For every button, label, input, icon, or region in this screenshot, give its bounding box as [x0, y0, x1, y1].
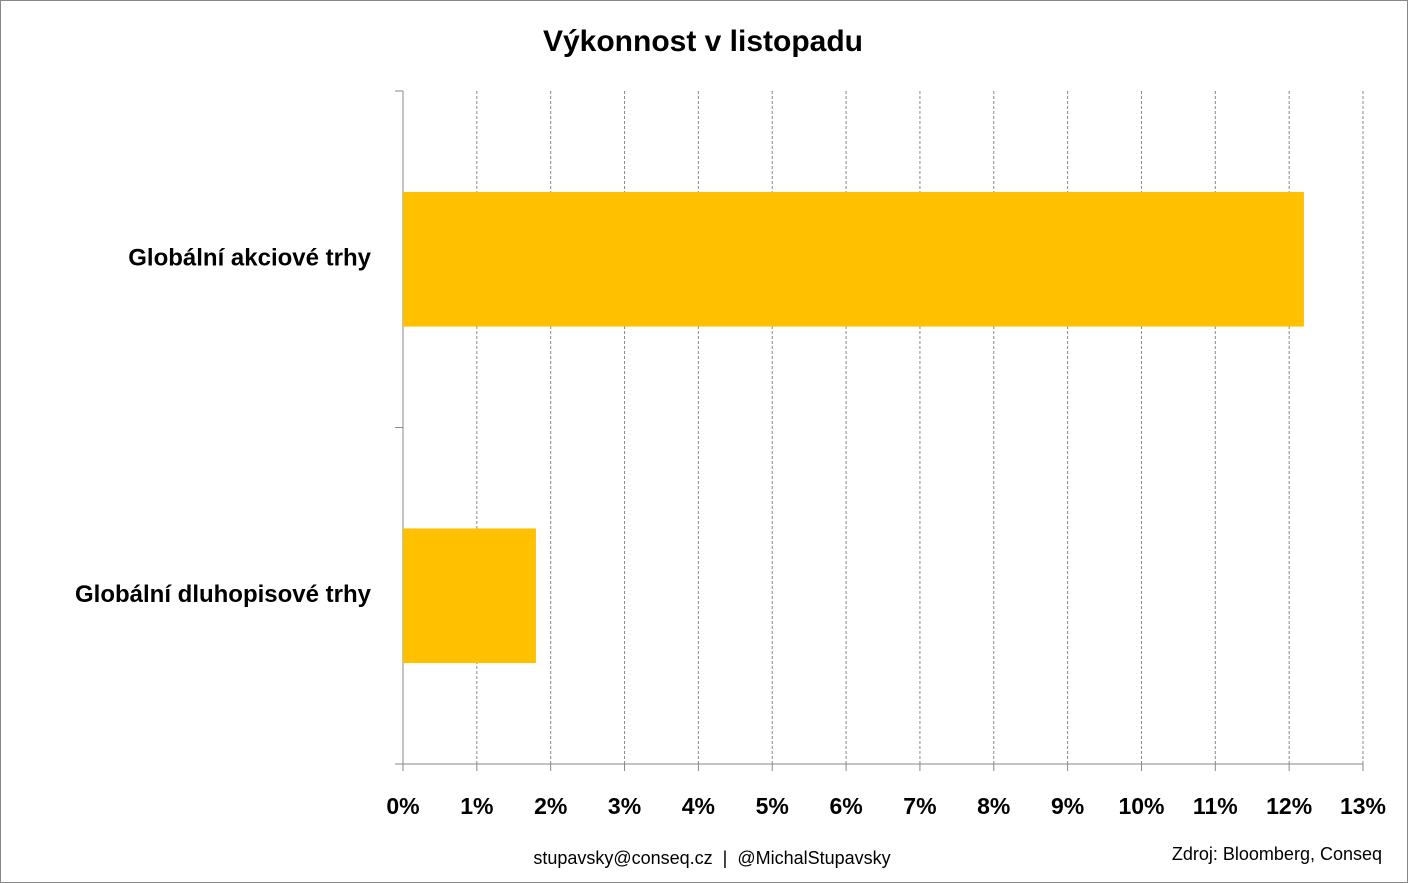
x-tick-label: 2%	[534, 793, 567, 819]
x-tick-label: 11%	[1193, 793, 1238, 819]
bar	[403, 528, 536, 664]
x-tick-label: 5%	[756, 793, 789, 819]
footer: stupavsky@conseq.cz | @MichalStupavsky	[533, 848, 890, 868]
source: Zdroj: Bloomberg, Conseq	[1172, 844, 1382, 864]
y-tick-label: Globální akciové trhy	[128, 245, 371, 272]
x-tick-label: 8%	[977, 793, 1010, 819]
x-tick-label: 10%	[1118, 793, 1164, 819]
x-tick-label: 6%	[829, 793, 862, 819]
x-tick-label: 12%	[1266, 793, 1312, 819]
bar	[403, 191, 1304, 327]
x-tick-label: 9%	[1051, 793, 1084, 819]
y-tick-label: Globální dluhopisové trhy	[75, 581, 372, 608]
x-tick-label: 7%	[903, 793, 936, 819]
x-tick-label: 13%	[1340, 793, 1386, 819]
x-tick-label: 1%	[460, 793, 493, 819]
x-tick-label: 0%	[386, 793, 419, 819]
x-tick-label: 4%	[682, 793, 715, 819]
x-tick-label: 3%	[608, 793, 641, 819]
chart-title: Výkonnost v listopadu	[543, 25, 863, 58]
